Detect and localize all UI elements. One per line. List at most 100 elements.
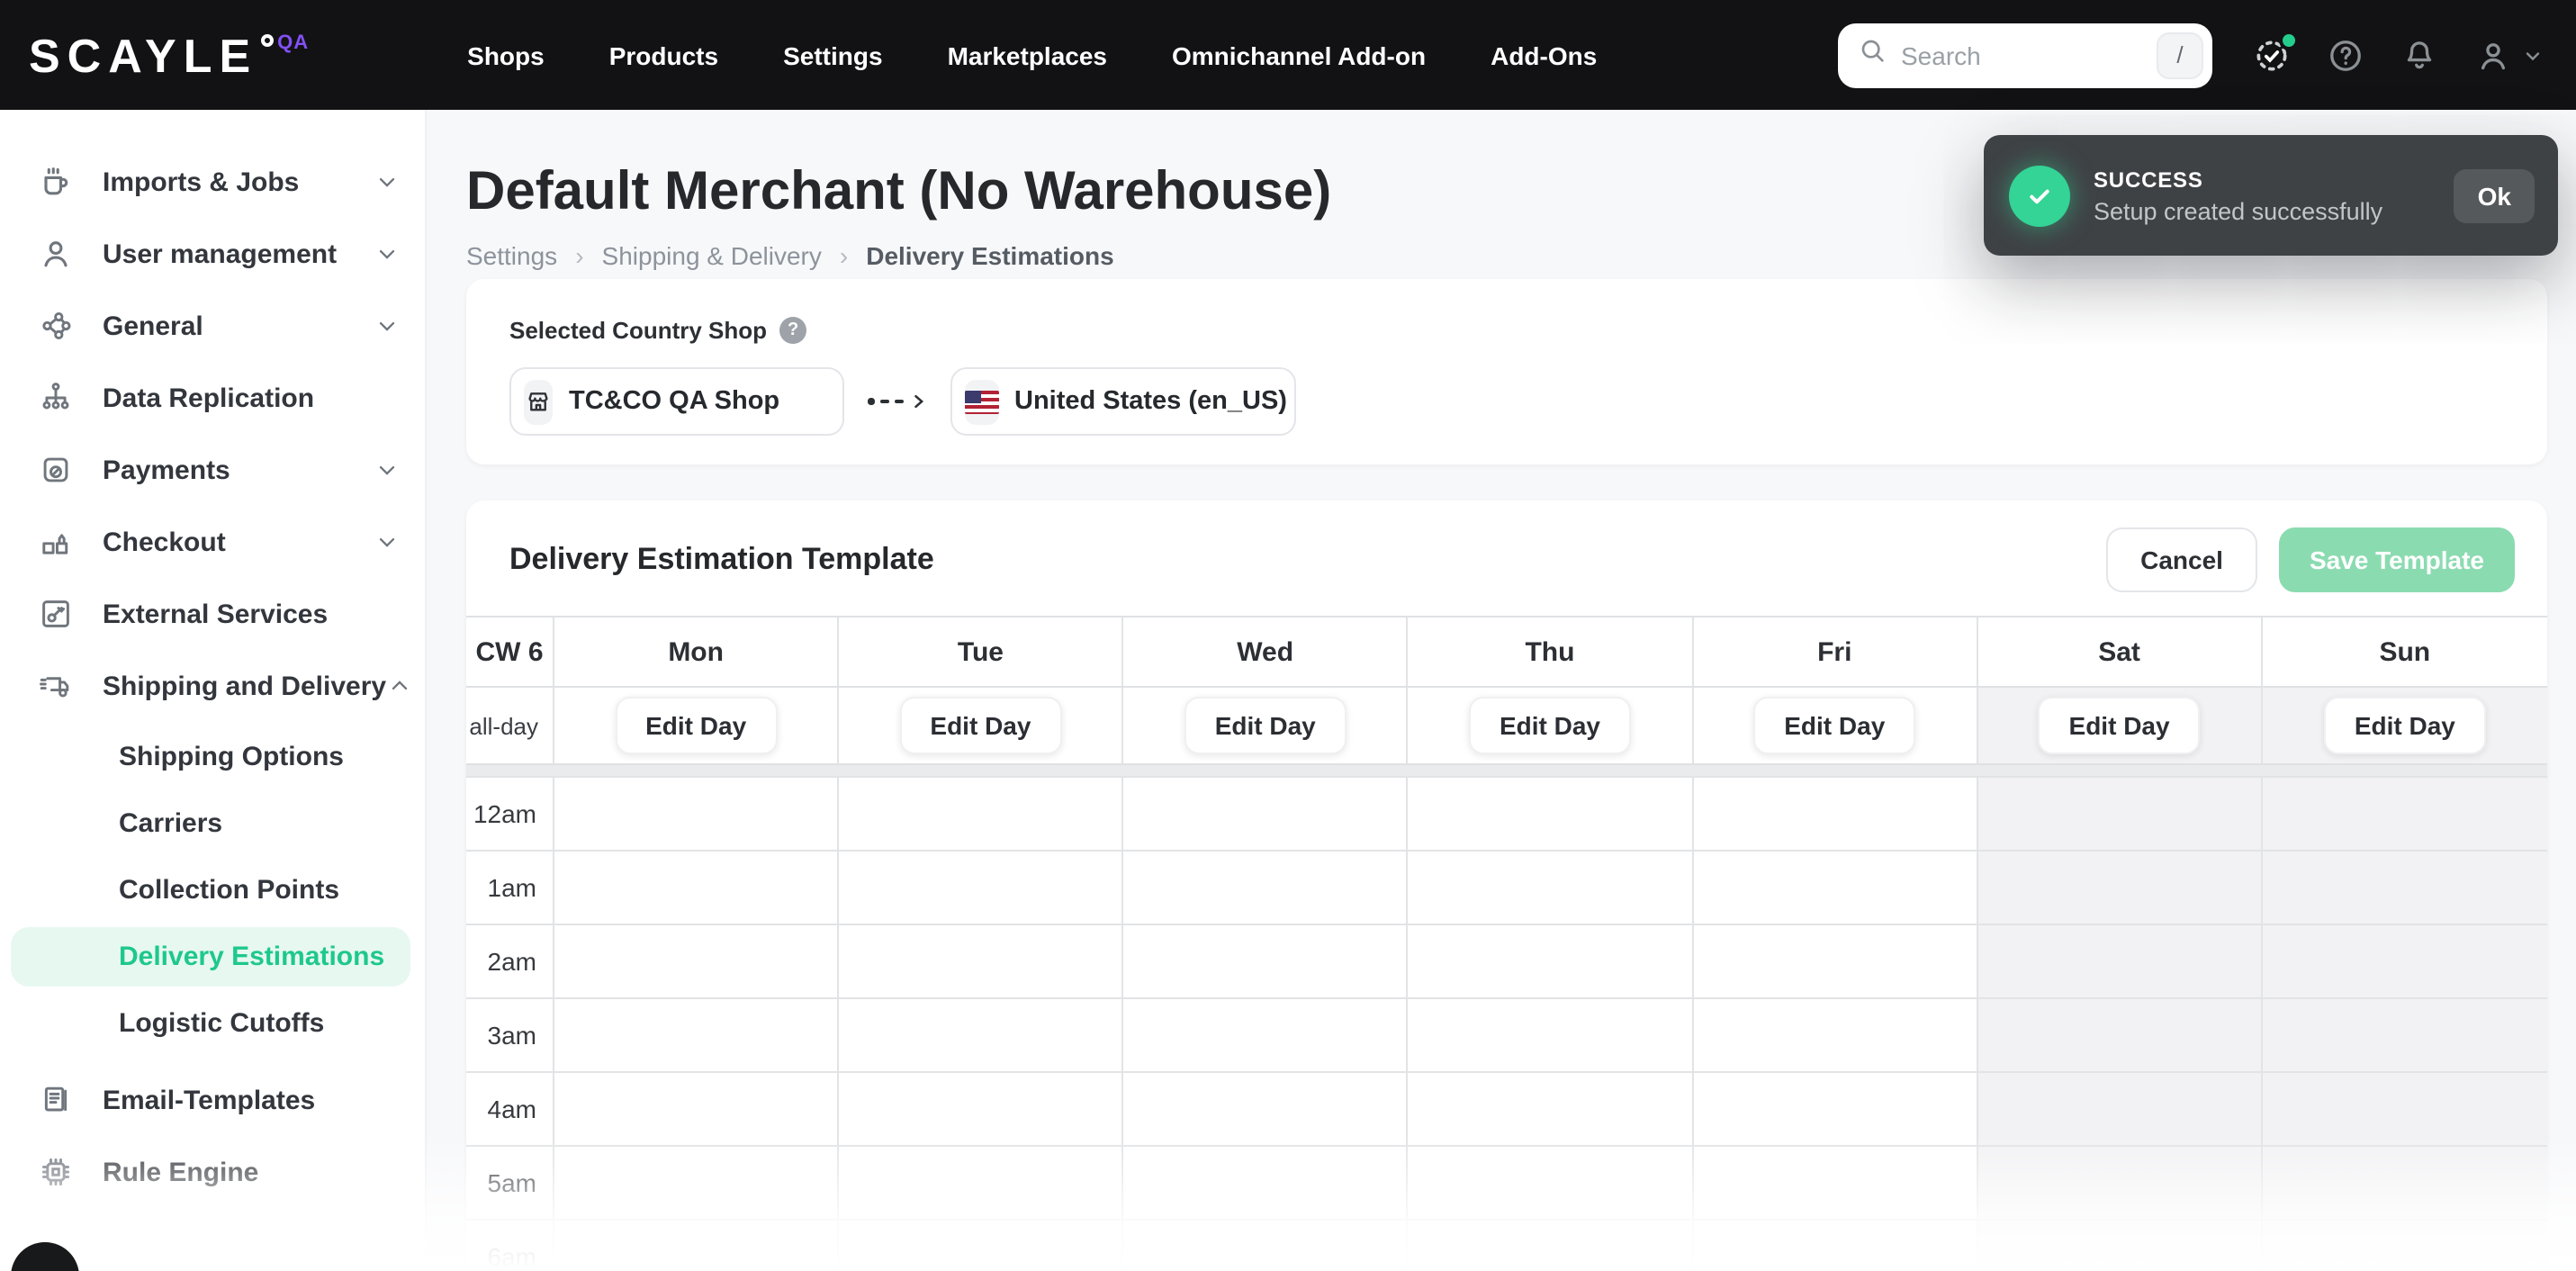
time-slot[interactable] [1977, 1073, 2263, 1147]
time-slot[interactable] [1977, 999, 2263, 1073]
sidebar-item-user-management[interactable]: User management [0, 218, 425, 290]
time-slot[interactable] [1693, 852, 1978, 925]
nav-shops[interactable]: Shops [467, 41, 545, 69]
nav-products[interactable]: Products [608, 41, 719, 69]
time-slot[interactable] [2262, 1147, 2547, 1221]
time-slot[interactable] [839, 1073, 1124, 1147]
help-icon[interactable] [2326, 35, 2365, 75]
time-slot[interactable] [2262, 925, 2547, 999]
search-input[interactable]: Search / [1838, 23, 2212, 87]
chevron-down-icon [379, 465, 395, 475]
time-slot[interactable] [1693, 925, 1978, 999]
sidebar-item-rule-engine[interactable]: Rule Engine [0, 1136, 425, 1208]
time-slot[interactable] [1408, 1147, 1694, 1221]
breadcrumb-settings[interactable]: Settings [466, 241, 558, 270]
nav-marketplaces[interactable]: Marketplaces [947, 41, 1107, 69]
time-slot[interactable] [1693, 1147, 1978, 1221]
time-slot[interactable] [1977, 1221, 2263, 1271]
time-slot[interactable] [839, 852, 1124, 925]
notifications-bell-icon[interactable] [2400, 35, 2439, 75]
sidebar-item-checkout[interactable]: Checkout [0, 506, 425, 578]
time-slot[interactable] [1123, 999, 1409, 1073]
system-status-icon[interactable] [2252, 30, 2299, 75]
time-slot[interactable] [839, 1221, 1124, 1271]
time-slot[interactable] [554, 1073, 840, 1147]
edit-day-button-sat[interactable]: Edit Day [2038, 697, 2201, 754]
edit-day-button-mon[interactable]: Edit Day [615, 697, 778, 754]
time-slot[interactable] [1408, 925, 1694, 999]
time-slot[interactable] [1123, 778, 1409, 852]
sidebar-subitem-logistic-cutoffs[interactable]: Logistic Cutoffs [119, 1008, 325, 1039]
sidebar-item-data-replication[interactable]: Data Replication [0, 362, 425, 434]
time-slot[interactable] [554, 1147, 840, 1221]
sidebar-subitem-delivery-estimations[interactable]: Delivery Estimations [11, 927, 410, 987]
sidebar-item-external-services[interactable]: External Services [0, 578, 425, 650]
time-slot[interactable] [2262, 778, 2547, 852]
time-slot[interactable] [1123, 852, 1409, 925]
time-slot[interactable] [1977, 1147, 2263, 1221]
sidebar-subitem-shipping-options[interactable]: Shipping Options [119, 742, 344, 772]
time-slot[interactable] [1977, 925, 2263, 999]
nav-addons[interactable]: Add-Ons [1491, 41, 1598, 69]
breadcrumb-shipping-delivery[interactable]: Shipping & Delivery [601, 241, 822, 270]
time-slot[interactable] [839, 999, 1124, 1073]
time-slot[interactable] [554, 778, 840, 852]
edit-day-button-thu[interactable]: Edit Day [1468, 697, 1631, 754]
time-slot[interactable] [839, 925, 1124, 999]
time-slot[interactable] [839, 1147, 1124, 1221]
all-day-label: all-day [466, 688, 554, 763]
time-slot[interactable] [1123, 1147, 1409, 1221]
shop-select[interactable]: TC&CO QA Shop [509, 367, 844, 436]
nodes-icon [42, 311, 71, 340]
toast-title: SUCCESS [2094, 167, 2203, 192]
nav-settings[interactable]: Settings [783, 41, 883, 69]
toast-ok-button[interactable]: Ok [2454, 168, 2535, 222]
time-slot[interactable] [554, 999, 840, 1073]
time-slot[interactable] [554, 852, 840, 925]
scayle-logo[interactable]: SCAYLE QA [29, 32, 309, 78]
sidebar-item-general[interactable]: General [0, 290, 425, 362]
time-slot[interactable] [1693, 999, 1978, 1073]
time-slot[interactable] [554, 1221, 840, 1271]
time-slot[interactable] [1124, 1221, 1409, 1271]
cancel-button[interactable]: Cancel [2106, 527, 2257, 592]
edit-day-button-tue[interactable]: Edit Day [899, 697, 1062, 754]
time-slot[interactable] [1408, 778, 1694, 852]
help-circle-icon[interactable]: ? [779, 317, 807, 344]
time-slot[interactable] [2262, 999, 2547, 1073]
time-slot[interactable] [1977, 852, 2263, 925]
sidebar-item-email-templates[interactable]: Email-Templates [0, 1064, 425, 1136]
time-slot[interactable] [554, 925, 840, 999]
key-icon [42, 600, 69, 627]
time-slot[interactable] [2262, 852, 2547, 925]
sidebar-item-shipping-delivery[interactable]: Shipping and Delivery [0, 650, 425, 722]
save-template-button[interactable]: Save Template [2278, 527, 2515, 592]
time-slot[interactable] [1123, 925, 1409, 999]
time-slot[interactable] [1408, 852, 1694, 925]
edit-day-button-fri[interactable]: Edit Day [1753, 697, 1916, 754]
toast-message: Setup created successfully [2094, 197, 2383, 224]
time-slot[interactable] [1693, 778, 1978, 852]
time-slot[interactable] [1123, 1073, 1409, 1147]
country-select[interactable]: United States (en_US) [950, 367, 1295, 436]
edit-day-button-wed[interactable]: Edit Day [1184, 697, 1347, 754]
time-slot[interactable] [1977, 778, 2263, 852]
time-slot[interactable] [2262, 1073, 2547, 1147]
time-slot[interactable] [1408, 1073, 1694, 1147]
sidebar-subitem-carriers[interactable]: Carriers [119, 808, 223, 839]
time-slot[interactable] [1693, 1221, 1978, 1271]
nav-omnichannel-addon[interactable]: Omnichannel Add-on [1172, 41, 1427, 69]
sidebar-item-payments[interactable]: Payments [0, 434, 425, 506]
time-slot[interactable] [1693, 1073, 1978, 1147]
search-icon [1858, 36, 1887, 74]
time-slot[interactable] [1408, 999, 1694, 1073]
brand-name: SCAYLE [29, 28, 258, 82]
account-menu[interactable] [2473, 35, 2544, 75]
time-slot[interactable] [2262, 1221, 2547, 1271]
sidebar-subitem-collection-points[interactable]: Collection Points [119, 875, 340, 906]
time-slot[interactable] [839, 778, 1124, 852]
edit-day-button-sun[interactable]: Edit Day [2323, 697, 2486, 754]
time-slot[interactable] [1409, 1221, 1694, 1271]
sidebar-item-imports-jobs[interactable]: Imports & Jobs [0, 146, 425, 218]
